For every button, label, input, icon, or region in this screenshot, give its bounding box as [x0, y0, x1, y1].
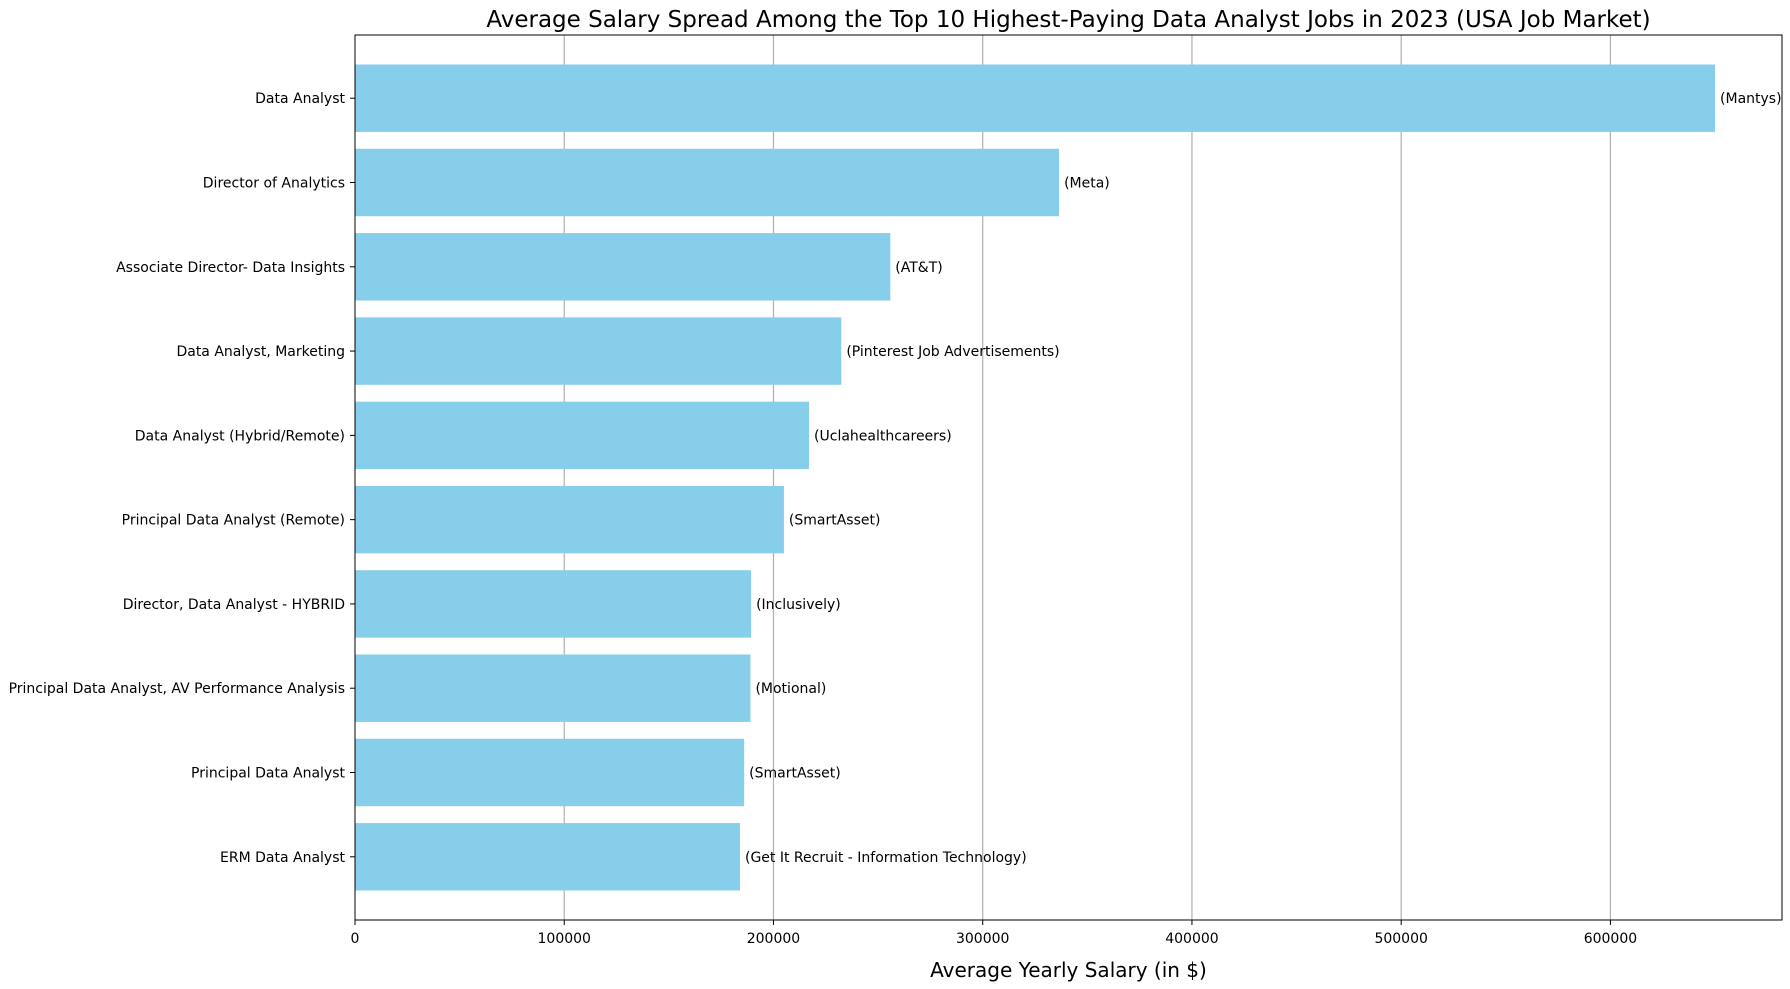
bar [355, 148, 1060, 217]
data-label: (Meta) [1064, 176, 1110, 192]
category-label: Data Analyst (Hybrid/Remote) [135, 428, 345, 444]
data-label: (Get It Recruit - Information Technology… [745, 850, 1027, 866]
category-label: Director, Data Analyst - HYBRID [123, 597, 345, 613]
data-label: (SmartAsset) [789, 513, 881, 529]
category-label: Director of Analytics [203, 176, 345, 192]
category-label: ERM Data Analyst [220, 850, 345, 866]
bar [355, 823, 740, 891]
x-tick-label: 400000 [1165, 931, 1218, 947]
bar [355, 317, 842, 385]
data-label: (Motional) [755, 681, 826, 697]
x-tick-label: 0 [351, 931, 360, 947]
data-label: (Pinterest Job Advertisements) [846, 344, 1059, 360]
x-tick-label: 600000 [1584, 931, 1637, 947]
data-label: (AT&T) [895, 260, 942, 276]
category-label: Principal Data Analyst, AV Performance A… [9, 681, 345, 697]
bar [355, 485, 784, 554]
bars [355, 64, 1716, 891]
x-axis-ticks: 0 100000 200000 300000 400000 500000 600000 [351, 920, 1637, 947]
category-label: Principal Data Analyst [191, 766, 345, 782]
chart-title: Average Salary Spread Among the Top 10 H… [486, 7, 1650, 33]
data-labels: (Mantys) (Meta) (AT&T) (Pinterest Job Adver… [745, 91, 1782, 866]
bar [355, 570, 752, 638]
x-tick-label: 500000 [1374, 931, 1427, 947]
category-label: Data Analyst [255, 91, 345, 107]
bar [355, 64, 1716, 132]
x-tick-label: 300000 [956, 931, 1009, 947]
x-axis-label: Average Yearly Salary (in $) [930, 958, 1207, 982]
data-label: (Inclusively) [756, 597, 841, 613]
bar [355, 654, 751, 722]
plot-frame [354, 34, 1783, 921]
category-label: Associate Director- Data Insights [116, 260, 345, 276]
category-label: Principal Data Analyst (Remote) [122, 513, 345, 529]
x-tick-label: 200000 [747, 931, 800, 947]
data-label: (SmartAsset) [749, 766, 841, 782]
bar [355, 401, 810, 470]
bar [355, 738, 745, 807]
data-label: (Uclahealthcareers) [814, 428, 952, 444]
data-label: (Mantys) [1720, 91, 1782, 107]
x-tick-label: 100000 [538, 931, 591, 947]
bar [355, 233, 891, 301]
category-label: Data Analyst, Marketing [176, 344, 345, 360]
category-labels: Data Analyst Director of Analytics Associa… [9, 91, 355, 866]
